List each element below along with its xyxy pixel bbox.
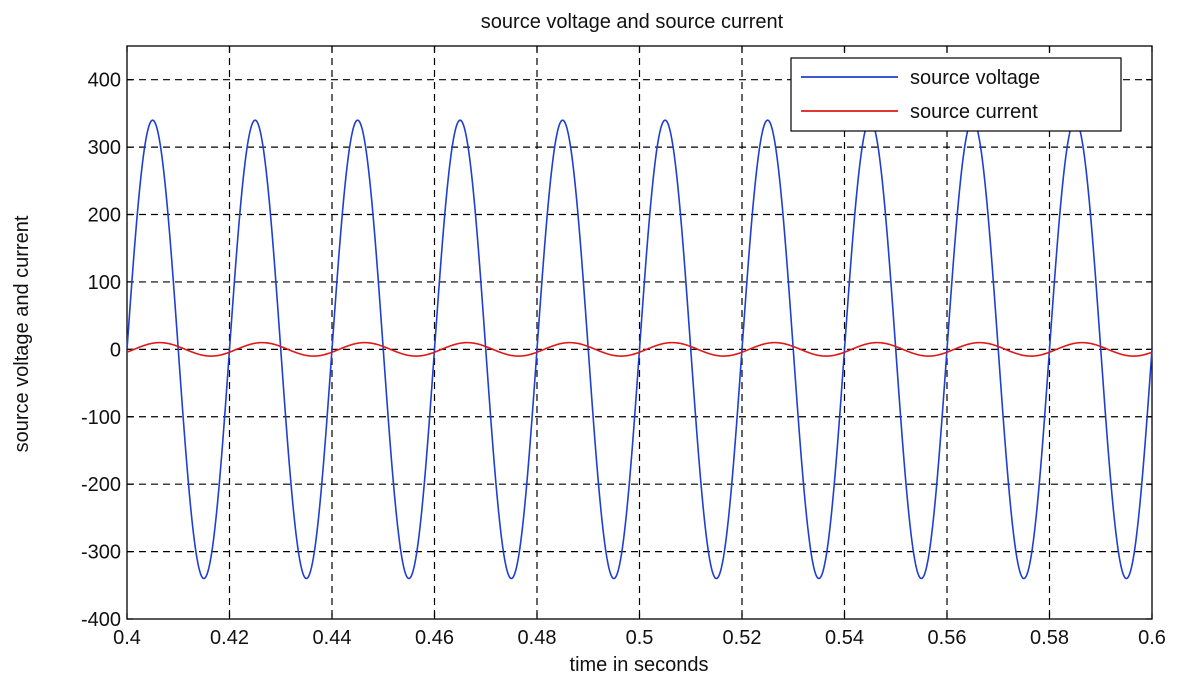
y-axis-label: source voltage and current <box>11 215 33 452</box>
x-tick-label: 0.42 <box>210 627 249 649</box>
x-tick-label: 0.58 <box>1030 627 1069 649</box>
legend-label-source-voltage: source voltage <box>910 67 1040 89</box>
y-tick-label: 400 <box>88 70 121 92</box>
series-line-source-current <box>126 341 1153 357</box>
legend-label-source-current: source current <box>910 101 1038 123</box>
x-tick-label: 0.52 <box>723 627 762 649</box>
y-tick-label: -400 <box>81 609 121 631</box>
y-tick-label: 100 <box>88 272 121 294</box>
y-tick-label: -100 <box>81 407 121 429</box>
chart-title: source voltage and source current <box>481 11 784 33</box>
x-axis-label: time in seconds <box>570 654 709 676</box>
x-tick-label: 0.4 <box>113 627 141 649</box>
axis-ticks <box>126 46 1153 620</box>
y-tick-label: 0 <box>110 339 121 361</box>
series-layer <box>126 119 1153 580</box>
x-tick-labels: 0.4 0.42 0.44 0.46 0.48 0.5 0.52 0.54 0.56 0.58 0.… <box>113 627 1166 649</box>
series-line-source-voltage <box>126 119 1153 580</box>
y-tick-label: -200 <box>81 474 121 496</box>
legend: source voltage source current <box>790 57 1122 132</box>
x-tick-label: 0.46 <box>415 627 454 649</box>
y-tick-labels: -400 -300 -200 -100 0 100 200 300 400 <box>81 70 121 631</box>
x-tick-label: 0.54 <box>825 627 864 649</box>
y-tick-label: -300 <box>81 542 121 564</box>
x-tick-label: 0.5 <box>626 627 654 649</box>
plot-area <box>126 45 1153 620</box>
y-tick-label: 300 <box>88 137 121 159</box>
x-tick-label: 0.56 <box>928 627 967 649</box>
x-tick-label: 0.44 <box>313 627 352 649</box>
y-tick-label: 200 <box>88 205 121 227</box>
legend-box <box>790 57 1122 132</box>
x-tick-label: 0.48 <box>518 627 557 649</box>
x-tick-label: 0.6 <box>1138 627 1166 649</box>
